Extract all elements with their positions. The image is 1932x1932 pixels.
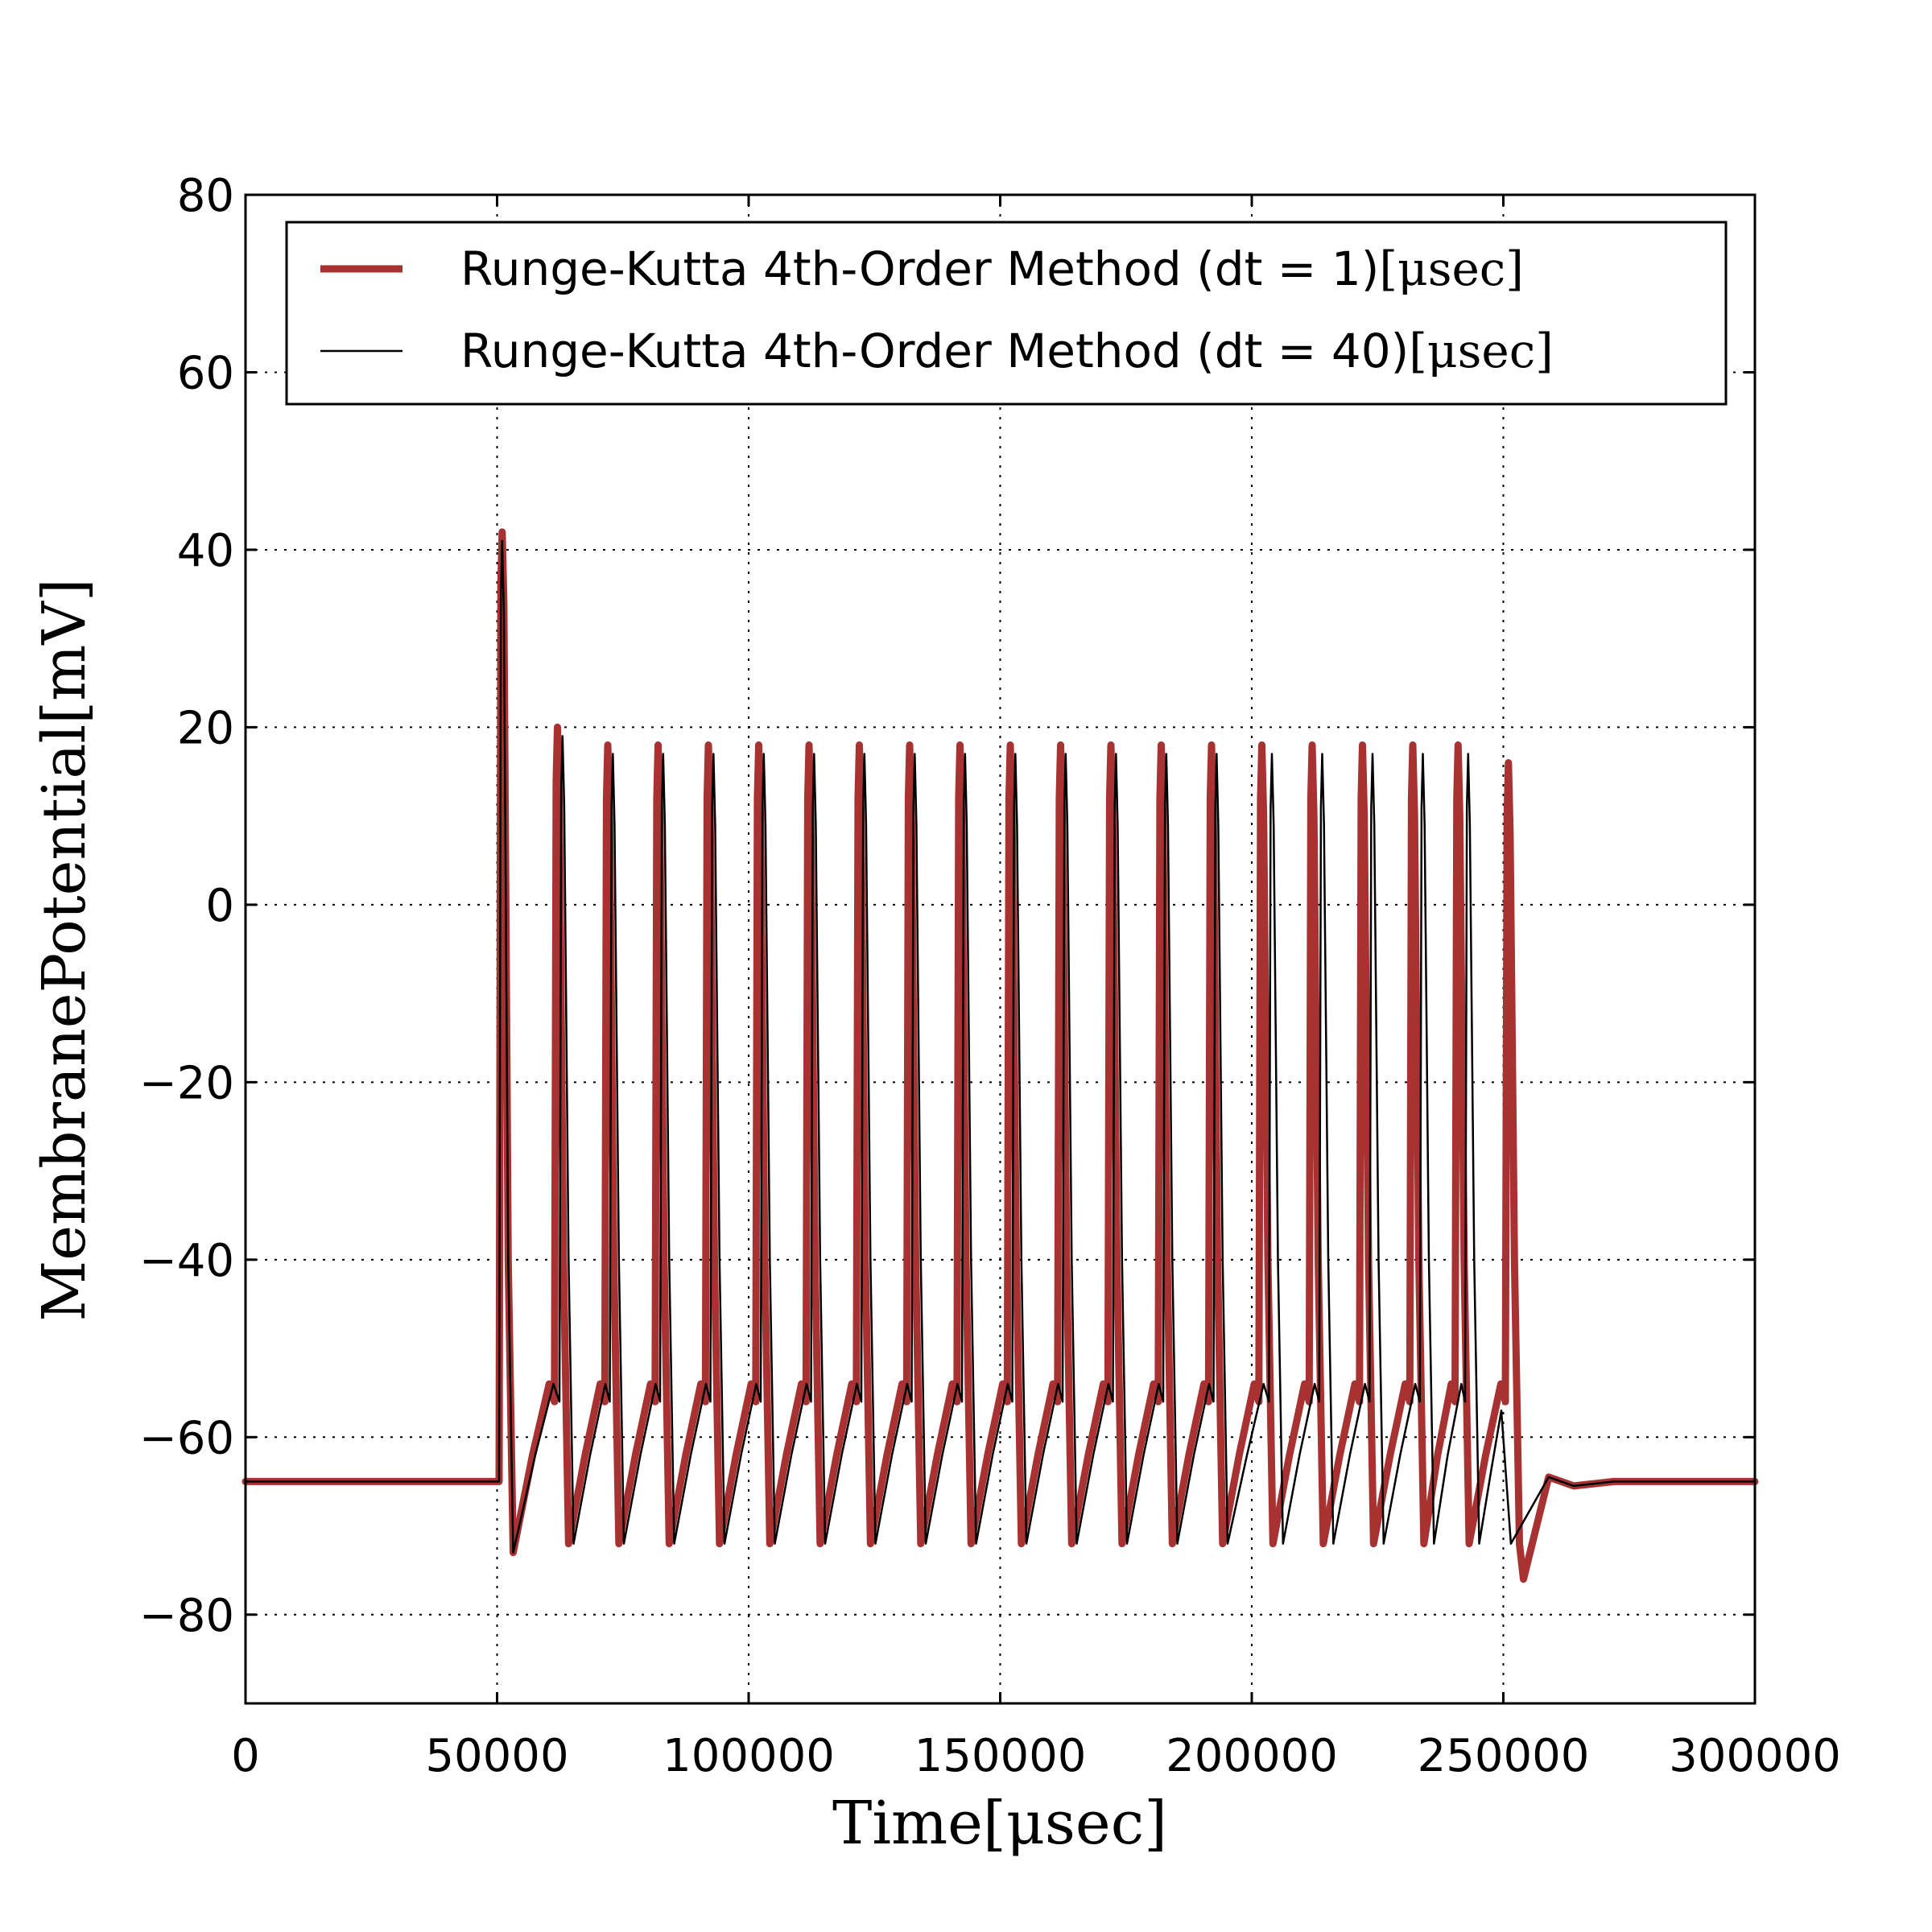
y-tick-label: 80 (177, 170, 234, 222)
x-tick-label: 50000 (425, 1730, 568, 1782)
legend-label-rk4-dt40: Runge-Kutta 4th-Order Method (dt = 40)[μ… (460, 324, 1554, 378)
x-tick-label: 100000 (663, 1730, 835, 1782)
x-axis-title: Time[μsec] (832, 1789, 1167, 1858)
x-tick-label: 0 (231, 1730, 260, 1782)
y-tick-label: 20 (177, 702, 234, 754)
legend-unit-rk4-dt1: [μsec] (1379, 242, 1524, 296)
legend: Runge-Kutta 4th-Order Method (dt = 1)[μs… (285, 221, 1728, 406)
x-tick-label: 300000 (1669, 1730, 1841, 1782)
y-tick-label: 40 (177, 525, 234, 577)
legend-name-rk4-dt40: Runge-Kutta 4th-Order Method (dt = 40) (460, 324, 1409, 378)
legend-label-rk4-dt1: Runge-Kutta 4th-Order Method (dt = 1)[μs… (460, 242, 1524, 296)
x-tick-label: 250000 (1418, 1730, 1590, 1782)
y-axis-title: MembranePotential[mV] (30, 578, 99, 1321)
x-tick-label: 150000 (914, 1730, 1087, 1782)
legend-unit-rk4-dt40: [μsec] (1409, 324, 1554, 378)
series-line-rk4-dt40 (244, 539, 1757, 1554)
x-tick-label: 200000 (1166, 1730, 1338, 1782)
series-line-rk4-dt1 (242, 528, 1759, 1583)
y-tick-label: −80 (139, 1590, 234, 1642)
legend-box (285, 221, 1728, 406)
series-layer (242, 528, 1759, 1583)
y-tick-label: −20 (139, 1057, 234, 1109)
ticks: 0 50000 100000 150000 200000 250000 300000 −80 −… (139, 170, 1841, 1782)
y-tick-label: 0 (205, 880, 234, 932)
legend-name-rk4-dt1: Runge-Kutta 4th-Order Method (dt = 1) (460, 242, 1379, 296)
y-tick-label: −40 (139, 1235, 234, 1287)
y-tick-label: 60 (177, 347, 234, 399)
y-tick-label: −60 (139, 1412, 234, 1464)
